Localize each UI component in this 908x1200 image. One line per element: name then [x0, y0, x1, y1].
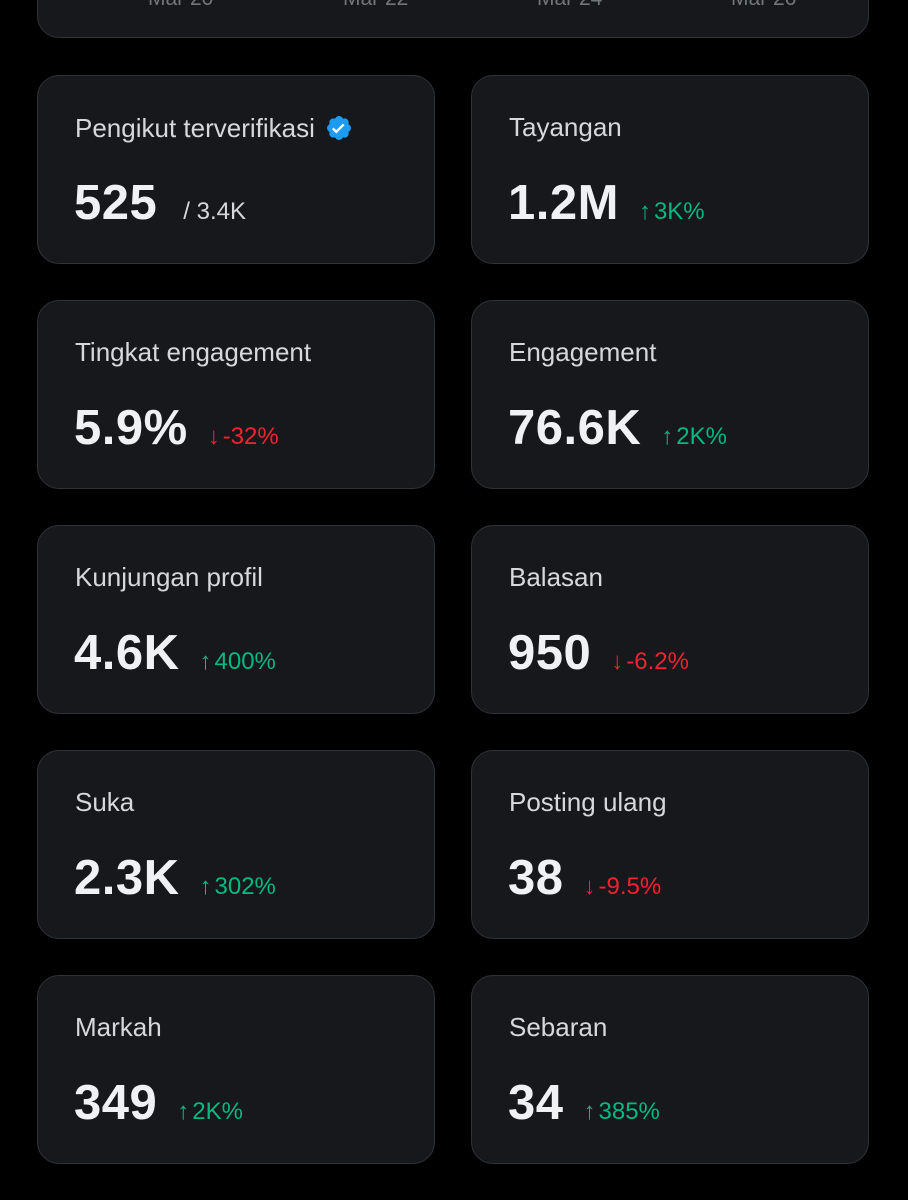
metric-card-shares[interactable]: Sebaran 34 ↑ 385%	[471, 975, 869, 1164]
metric-change-value: 2K%	[676, 423, 727, 450]
arrow-up-icon: ↑	[199, 648, 212, 675]
arrow-down-icon: ↓	[207, 423, 220, 450]
metric-title: Suka	[75, 787, 135, 817]
x-axis-tick-label: Mar 20	[148, 0, 213, 9]
metric-value: 2.3K	[74, 851, 180, 905]
metric-change-value: 400%	[214, 648, 276, 675]
metric-change-value: 2K%	[192, 1098, 243, 1125]
metric-value: 34	[508, 1076, 564, 1130]
chart-card: Mar 20 Mar 22 Mar 24 Mar 26	[37, 0, 869, 38]
metric-card-bookmarks[interactable]: Markah 349 ↑ 2K%	[37, 975, 435, 1164]
metric-change: ↑ 385%	[584, 1098, 660, 1126]
metric-title: Tingkat engagement	[75, 337, 312, 367]
metric-value: 76.6K	[508, 401, 642, 455]
metric-value: 38	[508, 851, 564, 905]
metric-change: ↑ 2K%	[661, 423, 727, 451]
metric-value: 5.9%	[74, 401, 188, 455]
metric-card-profile-visits[interactable]: Kunjungan profil 4.6K ↑ 400%	[37, 525, 435, 714]
metric-card-likes[interactable]: Suka 2.3K ↑ 302%	[37, 750, 435, 939]
metric-title: Posting ulang	[509, 787, 667, 817]
metric-change: ↓ -6.2%	[611, 648, 689, 676]
metric-value-row: 525 / 3.4K	[74, 179, 246, 228]
metric-total: / 3.4K	[183, 198, 246, 225]
arrow-down-icon: ↓	[583, 873, 596, 900]
metric-change-value: -32%	[222, 423, 279, 450]
x-axis-tick-label: Mar 22	[343, 0, 408, 9]
metric-value-row: 2.3K ↑ 302%	[74, 854, 276, 903]
metric-change: ↑ 3K%	[639, 198, 705, 226]
metric-value-row: 349 ↑ 2K%	[74, 1079, 243, 1128]
metric-value-row: 76.6K ↑ 2K%	[508, 404, 727, 453]
metric-change-value: 385%	[598, 1098, 660, 1125]
metric-value-row: 4.6K ↑ 400%	[74, 629, 276, 678]
metric-value-row: 5.9% ↓ -32%	[74, 404, 279, 453]
verified-badge-icon	[326, 116, 351, 140]
metric-value-row: 38 ↓ -9.5%	[508, 854, 661, 903]
metric-card-reposts[interactable]: Posting ulang 38 ↓ -9.5%	[471, 750, 869, 939]
metric-title: Balasan	[509, 562, 603, 592]
metric-change: ↑ 400%	[200, 648, 276, 676]
metric-change-value: 302%	[214, 873, 276, 900]
metric-value: 950	[508, 626, 592, 680]
metric-card-impressions[interactable]: Tayangan 1.2M ↑ 3K%	[471, 75, 869, 264]
metric-title: Pengikut terverifikasi	[75, 113, 315, 143]
arrow-up-icon: ↑	[638, 198, 651, 225]
metric-change: ↓ -9.5%	[584, 873, 662, 901]
metric-value-row: 34 ↑ 385%	[508, 1079, 660, 1128]
metric-change: ↑ 2K%	[177, 1098, 243, 1126]
x-axis-tick-label: Mar 24	[537, 0, 602, 9]
metric-card-verified-followers[interactable]: Pengikut terverifikasi 525 / 3.4K	[37, 75, 435, 264]
arrow-down-icon: ↓	[611, 648, 624, 675]
metrics-grid: Pengikut terverifikasi 525 / 3.4K Tayang…	[37, 75, 871, 1164]
metric-value: 1.2M	[508, 176, 619, 230]
metric-title: Markah	[75, 1012, 162, 1042]
metric-value: 525	[74, 176, 158, 230]
metric-value-row: 1.2M ↑ 3K%	[508, 179, 705, 228]
metric-card-engagement[interactable]: Engagement 76.6K ↑ 2K%	[471, 300, 869, 489]
arrow-up-icon: ↑	[177, 1098, 190, 1125]
metric-title: Kunjungan profil	[75, 562, 263, 592]
metric-value: 349	[74, 1076, 158, 1130]
metric-change-value: 3K%	[653, 198, 705, 225]
arrow-up-icon: ↑	[583, 1098, 596, 1125]
metric-change: ↑ 302%	[200, 873, 276, 901]
metric-title-row: Pengikut terverifikasi	[75, 114, 353, 142]
metric-value: 4.6K	[74, 626, 180, 680]
metric-title: Sebaran	[509, 1012, 608, 1042]
metric-title: Engagement	[509, 337, 657, 367]
metric-value-row: 950 ↓ -6.2%	[508, 629, 689, 678]
x-axis-tick-label: Mar 26	[731, 0, 796, 9]
metric-card-replies[interactable]: Balasan 950 ↓ -6.2%	[471, 525, 869, 714]
arrow-up-icon: ↑	[199, 873, 212, 900]
metric-change: ↓ -32%	[208, 423, 279, 451]
metric-change-value: -6.2%	[626, 648, 689, 675]
metric-change-value: -9.5%	[598, 873, 662, 900]
metric-card-engagement-rate[interactable]: Tingkat engagement 5.9% ↓ -32%	[37, 300, 435, 489]
arrow-up-icon: ↑	[661, 423, 674, 450]
metric-title: Tayangan	[509, 112, 622, 142]
